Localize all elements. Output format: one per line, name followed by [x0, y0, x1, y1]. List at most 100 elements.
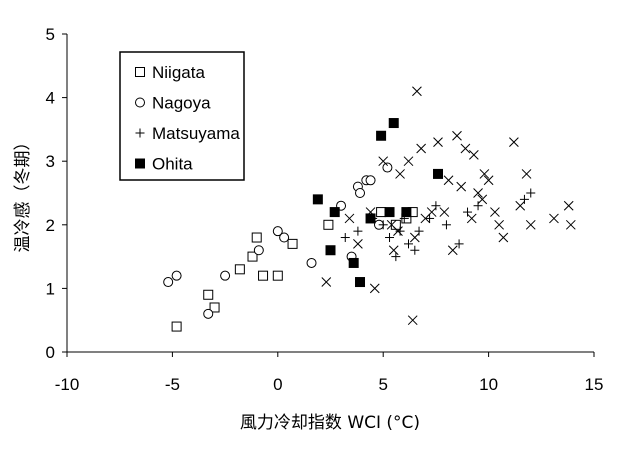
data-point-cross — [416, 143, 426, 154]
x-axis-title: 風力冷却指数 WCI (°C) — [240, 413, 420, 433]
data-point-plus — [395, 226, 405, 236]
y-tick-label: 3 — [46, 152, 55, 171]
data-point-cross — [452, 130, 462, 141]
x-tick-label: 5 — [378, 375, 387, 394]
data-point-plus — [519, 194, 529, 204]
legend-label: Niigata — [152, 63, 205, 82]
data-point-cross — [473, 188, 483, 198]
data-point-cross — [549, 213, 559, 224]
axes — [66, 34, 594, 353]
data-point-cross — [466, 213, 477, 224]
data-point-cross — [490, 207, 500, 217]
data-point-filled-square — [433, 168, 444, 179]
data-points — [163, 86, 576, 332]
data-point-cross — [443, 175, 454, 186]
data-point-cross — [407, 315, 418, 326]
data-point-plus — [353, 226, 363, 236]
ticks: -10 -5 0 5 10 15 0 1 2 3 4 5 — [46, 25, 604, 394]
data-point-plus — [463, 207, 473, 217]
data-point-open-square — [247, 251, 258, 262]
data-point-cross — [456, 181, 467, 192]
data-point-plus — [410, 245, 420, 255]
x-tick-label: 0 — [273, 375, 282, 394]
data-point-cross — [393, 226, 403, 237]
data-point-open-square — [376, 207, 387, 218]
data-point-cross — [395, 169, 405, 179]
data-point-open-circle — [279, 232, 290, 243]
data-point-cross — [521, 169, 532, 179]
data-point-plus — [425, 213, 435, 223]
data-point-plus — [473, 201, 483, 211]
data-point-open-circle — [253, 245, 264, 256]
data-point-open-square — [287, 238, 298, 249]
data-point-cross — [344, 213, 355, 224]
data-point-open-circle — [306, 257, 317, 268]
data-point-cross — [321, 277, 332, 287]
legend-marker-open-circle — [135, 97, 145, 108]
data-point-cross — [388, 245, 399, 256]
data-point-open-circle — [203, 308, 214, 319]
y-tick-label: 4 — [46, 89, 55, 108]
data-point-cross — [479, 169, 490, 179]
data-point-cross — [409, 232, 420, 243]
data-point-open-circle — [355, 188, 366, 198]
legend-label: Matsuyama — [152, 124, 240, 143]
data-point-plus — [414, 226, 424, 236]
data-point-filled-square — [401, 207, 412, 218]
legend-marker-plus — [135, 128, 145, 138]
data-point-cross — [378, 156, 389, 167]
y-axis-title: 温冷感（冬期） — [13, 134, 33, 253]
data-point-cross — [477, 194, 488, 205]
x-tick-label: 10 — [479, 375, 498, 394]
legend-marker-filled-square — [135, 158, 145, 169]
data-point-cross — [403, 156, 414, 167]
data-point-open-square — [272, 270, 283, 281]
data-point-open-square — [258, 270, 269, 281]
data-point-plus — [378, 220, 388, 230]
data-point-cross — [525, 219, 536, 230]
data-point-cross — [498, 232, 509, 243]
data-point-plus — [385, 233, 395, 243]
data-point-filled-square — [384, 207, 395, 218]
legend-label: Ohita — [152, 155, 193, 174]
data-point-cross — [353, 239, 363, 249]
data-point-filled-square — [325, 245, 336, 256]
data-point-filled-square — [376, 130, 387, 141]
y-tick-label: 0 — [46, 343, 55, 362]
data-point-open-square — [251, 232, 262, 243]
y-tick-label: 2 — [46, 216, 55, 235]
y-tick-label: 5 — [46, 25, 55, 44]
data-point-open-square — [171, 321, 182, 332]
data-point-filled-square — [365, 213, 376, 224]
legend-label: Nagoya — [152, 94, 211, 113]
x-tick-label: -5 — [165, 375, 180, 394]
data-point-cross — [565, 219, 576, 230]
data-point-plus — [403, 239, 413, 249]
data-point-open-circle — [272, 226, 283, 237]
data-point-cross — [468, 149, 479, 160]
data-point-cross — [563, 200, 574, 211]
data-point-filled-square — [348, 257, 359, 268]
data-point-filled-square — [355, 277, 366, 288]
data-point-filled-square — [312, 194, 323, 205]
data-point-open-square — [323, 219, 334, 230]
legend: Niigata Nagoya Matsuyama Ohita — [119, 51, 245, 181]
data-point-plus — [431, 201, 441, 211]
data-point-plus — [441, 220, 451, 230]
data-point-plus — [526, 188, 536, 198]
data-point-cross — [515, 200, 526, 211]
data-point-open-circle — [163, 277, 174, 288]
data-point-filled-square — [388, 118, 399, 129]
data-point-cross — [460, 143, 471, 154]
x-tick-label: 15 — [585, 375, 604, 394]
y-tick-label: 1 — [46, 279, 55, 298]
data-point-cross — [433, 137, 443, 147]
data-point-open-circle — [382, 162, 393, 173]
data-point-cross — [412, 86, 422, 97]
data-point-cross — [426, 207, 437, 217]
data-point-open-square — [209, 302, 220, 313]
data-point-cross — [439, 207, 450, 217]
legend-marker-open-square — [135, 67, 145, 77]
data-point-cross — [509, 137, 519, 147]
